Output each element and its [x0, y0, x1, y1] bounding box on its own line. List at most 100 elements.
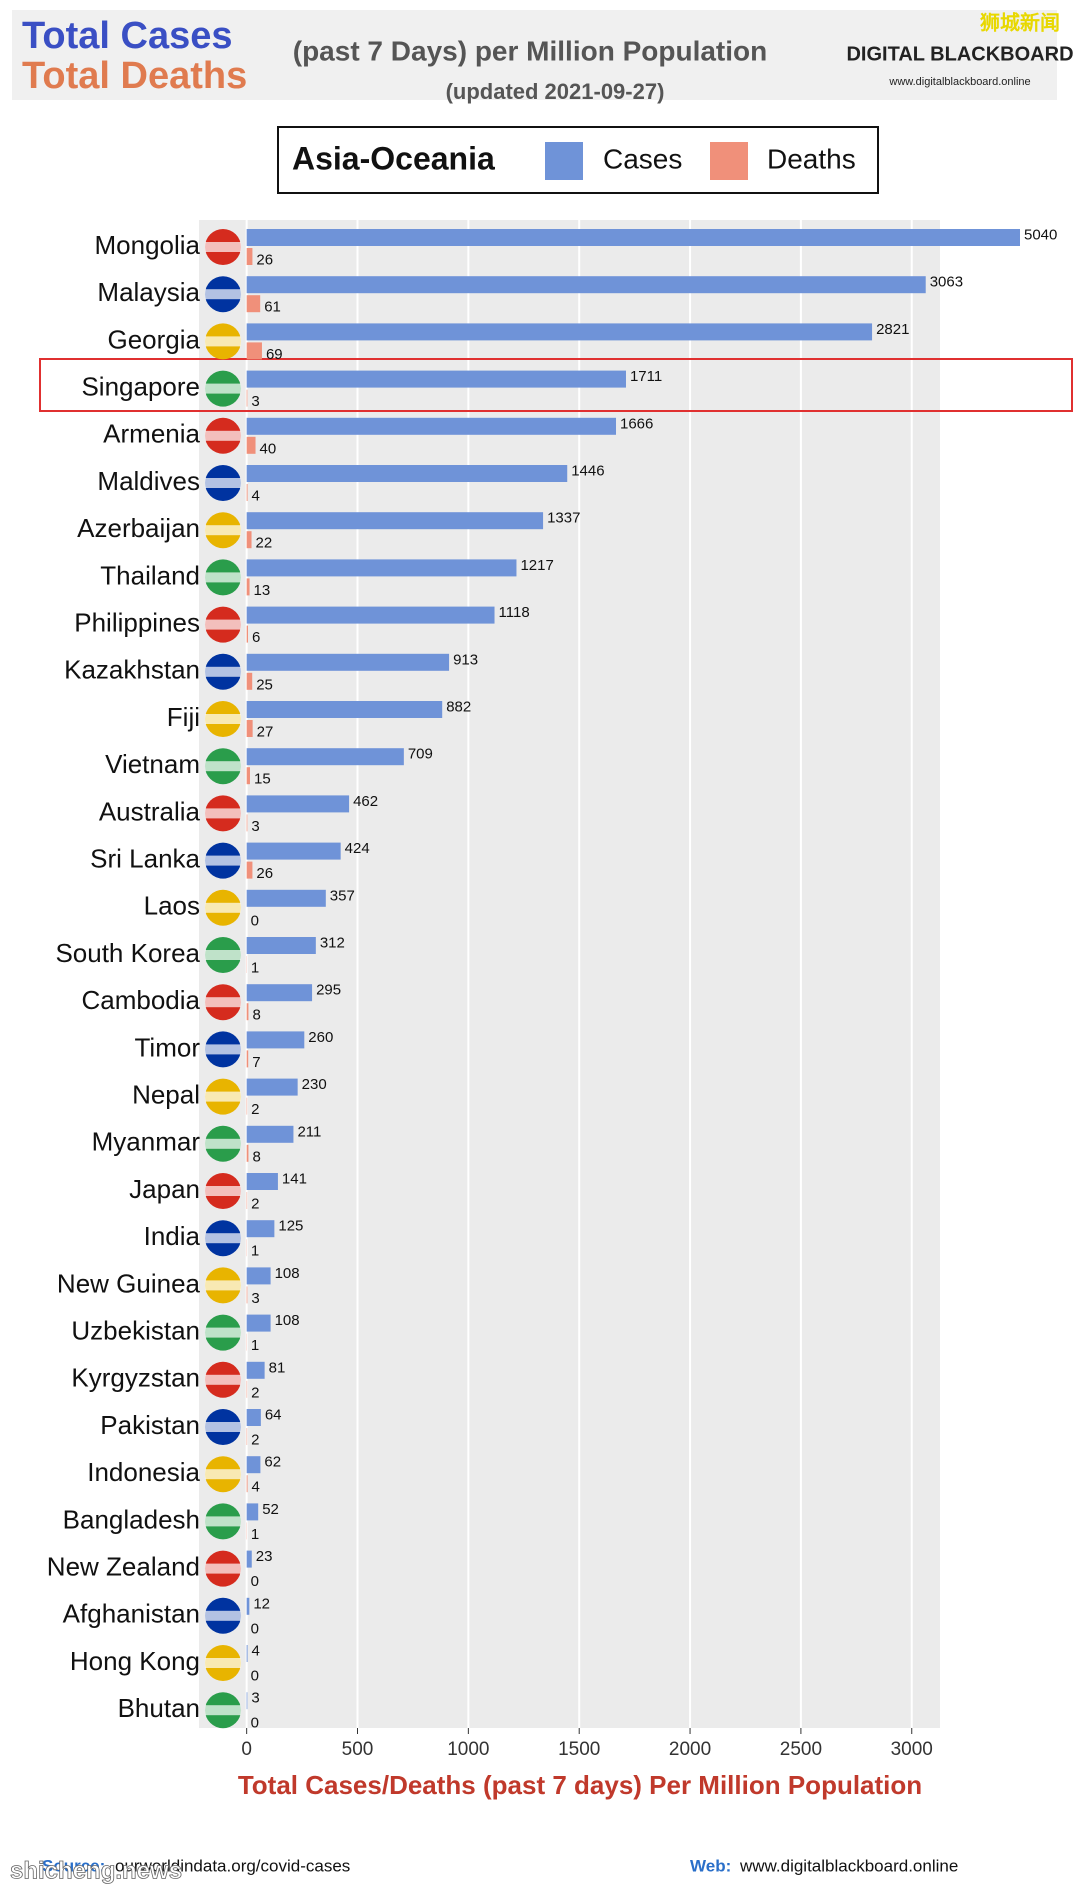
- flag-band: [205, 572, 241, 583]
- value-label: 108: [275, 1265, 300, 1282]
- flag-band: [205, 761, 241, 772]
- title-deaths: Total Deaths: [22, 55, 247, 97]
- value-label: 312: [320, 934, 345, 951]
- bar: [246, 578, 250, 596]
- web: www.digitalblackboard.online: [739, 1856, 958, 1875]
- bar: [246, 248, 253, 265]
- value-label: 13: [254, 582, 271, 599]
- flag-band: [205, 1469, 241, 1480]
- bar: [246, 889, 326, 907]
- bar: [246, 1314, 271, 1332]
- value-label: 295: [316, 982, 341, 999]
- value-label: 0: [251, 1667, 259, 1684]
- bar: [246, 295, 261, 313]
- bar: [246, 1503, 259, 1521]
- country-label: New Guinea: [57, 1268, 201, 1298]
- value-label: 26: [256, 251, 273, 268]
- value-label: 22: [256, 535, 273, 552]
- country-label: Laos: [144, 891, 200, 921]
- country-label: Malaysia: [97, 277, 200, 307]
- value-label: 4: [252, 1479, 260, 1496]
- bar: [246, 1173, 278, 1190]
- value-label: 882: [446, 698, 471, 715]
- flag-band: [205, 619, 241, 630]
- bar: [246, 1475, 248, 1493]
- value-label: 211: [297, 1123, 321, 1140]
- bar: [246, 342, 262, 360]
- legend-swatch: [710, 142, 748, 180]
- title-cases: Total Cases: [22, 15, 232, 57]
- value-label: 6: [252, 629, 260, 646]
- flag-band: [205, 666, 241, 677]
- value-label: 27: [257, 723, 274, 740]
- flag-band: [205, 1327, 241, 1338]
- country-label: Kyrgyzstan: [71, 1363, 200, 1393]
- bar: [246, 1692, 248, 1710]
- bar: [246, 606, 495, 624]
- country-label: Australia: [99, 796, 201, 826]
- flag-band: [205, 289, 241, 300]
- value-label: 69: [266, 346, 283, 363]
- value-label: 709: [408, 746, 433, 763]
- legend-swatch: [545, 142, 583, 180]
- value-label: 2: [251, 1384, 259, 1401]
- bar: [246, 984, 313, 1002]
- value-label: 81: [269, 1359, 286, 1376]
- source-label: Source:: [42, 1856, 105, 1875]
- flag-band: [205, 1044, 241, 1055]
- x-axis-label: Total Cases/Deaths (past 7 days) Per Mil…: [238, 1770, 922, 1800]
- logo: DIGITAL BLACKBOARD: [846, 43, 1073, 65]
- flag-band: [205, 1138, 241, 1149]
- country-label: Kazakhstan: [64, 655, 200, 685]
- bar: [246, 1267, 271, 1285]
- value-label: 0: [251, 1573, 259, 1590]
- plot-bg: [199, 220, 940, 1728]
- country-label: Bangladesh: [63, 1504, 200, 1534]
- value-label: 141: [282, 1170, 307, 1187]
- value-label: 424: [345, 840, 370, 857]
- bar: [246, 1456, 261, 1474]
- x-tick-label: 0: [241, 1739, 252, 1760]
- logo-url: www.digitalblackboard.online: [888, 76, 1030, 88]
- x-tick-label: 1000: [447, 1739, 489, 1760]
- country-label: New Zealand: [47, 1551, 200, 1581]
- value-label: 40: [260, 440, 277, 457]
- bar: [246, 1144, 249, 1162]
- value-label: 8: [252, 1007, 260, 1024]
- header-bg: [12, 10, 1057, 100]
- value-label: 3063: [930, 274, 963, 291]
- x-tick-label: 3000: [891, 1739, 933, 1760]
- web-label: Web:: [690, 1856, 731, 1875]
- x-tick-label: 2500: [780, 1739, 822, 1760]
- country-label: Vietnam: [105, 749, 200, 779]
- flag-band: [205, 525, 241, 536]
- bar: [246, 1645, 248, 1662]
- country-label: Timor: [135, 1032, 201, 1062]
- value-label: 12: [253, 1595, 270, 1612]
- value-label: 462: [353, 793, 378, 810]
- bar: [246, 389, 248, 407]
- value-label: 2: [251, 1431, 259, 1448]
- value-label: 52: [262, 1501, 279, 1518]
- bar: [246, 842, 341, 860]
- bar: [246, 1597, 250, 1615]
- value-label: 5040: [1024, 226, 1057, 243]
- bar: [246, 937, 316, 954]
- bar: [246, 814, 248, 832]
- value-label: 0: [251, 1620, 259, 1637]
- value-label: 3: [251, 818, 259, 835]
- value-label: 64: [265, 1406, 282, 1423]
- value-label: 1217: [520, 557, 553, 574]
- value-label: 61: [264, 299, 281, 316]
- value-label: 26: [256, 865, 273, 882]
- highlight-box: [39, 358, 1073, 412]
- flag-band: [205, 336, 241, 347]
- x-tick-label: 2000: [669, 1739, 711, 1760]
- country-label: Armenia: [103, 419, 200, 449]
- country-label: Pakistan: [100, 1410, 200, 1440]
- bar: [246, 795, 350, 813]
- flag-band: [205, 1280, 241, 1291]
- value-label: 8: [252, 1148, 260, 1165]
- flag-band: [205, 1374, 241, 1385]
- country-label: Philippines: [74, 607, 200, 637]
